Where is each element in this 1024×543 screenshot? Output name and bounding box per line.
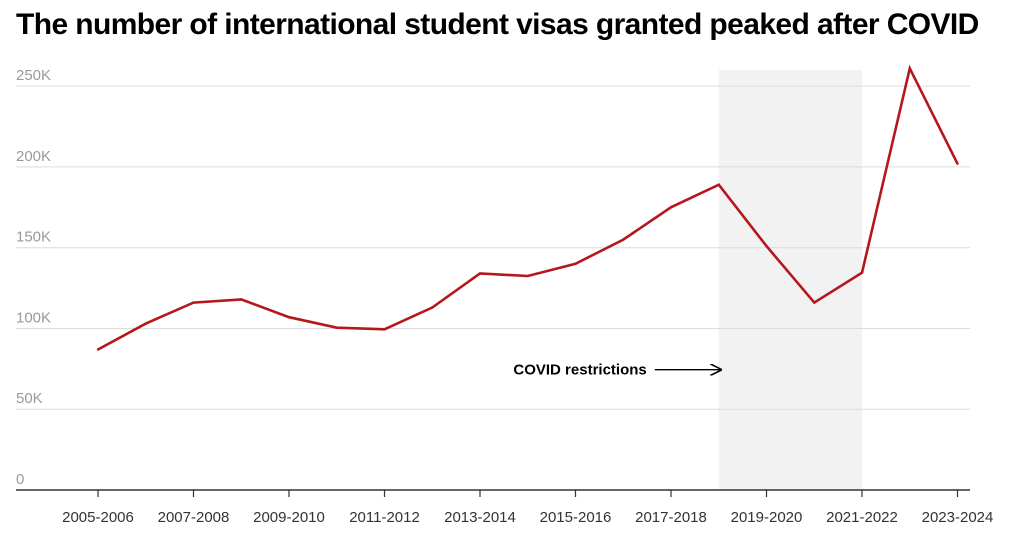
x-tick-label: 2005-2006	[62, 509, 134, 526]
x-tick-label: 2021-2022	[826, 509, 898, 526]
data-point	[240, 298, 243, 301]
x-tick-label: 2009-2010	[253, 509, 325, 526]
data-point	[383, 328, 386, 331]
chart-title: The number of international student visa…	[16, 8, 979, 41]
y-tick-label: 100K	[16, 309, 51, 326]
data-point	[622, 238, 625, 241]
x-tick-label: 2007-2008	[158, 509, 230, 526]
x-tick-label: 2013-2014	[444, 509, 516, 526]
data-point	[478, 272, 482, 275]
y-tick-label: 250K	[16, 67, 51, 84]
y-tick-label: 200K	[16, 148, 51, 165]
data-point	[956, 162, 959, 165]
data-point	[526, 274, 529, 278]
data-point	[431, 306, 434, 309]
y-tick-label: 50K	[16, 390, 43, 407]
y-tick-label: 0	[16, 471, 24, 488]
x-tick-label: 2011-2012	[349, 509, 420, 526]
x-tick-label: 2017-2018	[635, 509, 707, 526]
data-point	[908, 67, 911, 70]
data-point	[574, 262, 577, 266]
data-point	[813, 301, 816, 304]
data-point	[669, 206, 673, 209]
data-point	[287, 315, 291, 319]
data-point	[144, 322, 147, 325]
data-point	[765, 244, 768, 248]
data-point	[717, 183, 720, 186]
x-tick-label: 2019-2020	[731, 509, 803, 526]
x-tick-label: 2015-2016	[540, 509, 612, 526]
covid-shaded-region	[718, 70, 862, 490]
data-point	[192, 301, 195, 304]
data-point	[335, 326, 338, 329]
y-tick-label: 150K	[16, 229, 51, 246]
annotation-covid-restrictions: COVID restrictions	[513, 362, 646, 379]
data-point	[860, 271, 864, 274]
x-tick-label: 2023-2024	[922, 509, 994, 526]
data-point	[96, 348, 100, 351]
